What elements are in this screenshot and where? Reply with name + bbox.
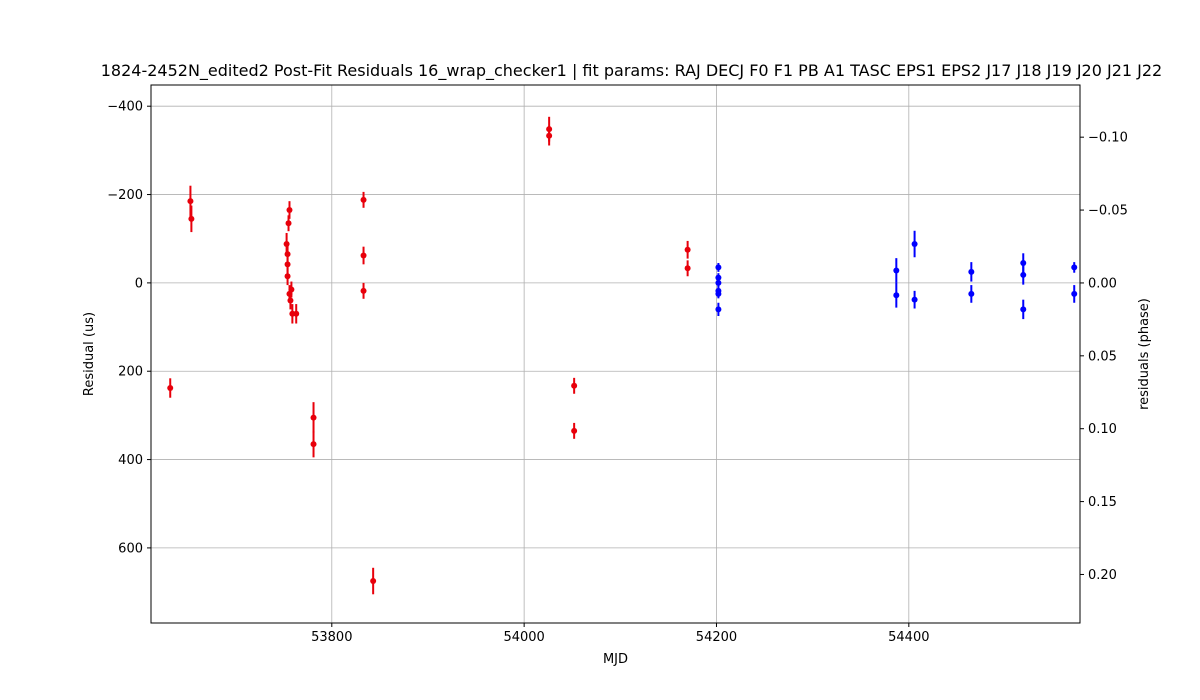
data-point <box>310 441 317 448</box>
y-tick-label: 200 <box>118 365 143 380</box>
series-layer <box>167 116 1078 595</box>
data-point <box>893 292 900 299</box>
data-point <box>893 267 900 274</box>
data-point <box>684 265 691 272</box>
data-point <box>285 220 292 227</box>
data-point <box>715 264 722 271</box>
data-point <box>167 385 174 392</box>
data-point <box>293 310 300 317</box>
data-point <box>287 297 294 304</box>
data-point <box>310 414 317 421</box>
x-tick-label: 53800 <box>311 630 352 645</box>
x-tick-label: 54400 <box>888 630 929 645</box>
data-point <box>715 274 722 281</box>
data-point <box>715 306 722 313</box>
y2-tick-label: 0.05 <box>1088 349 1117 364</box>
axis-ticks: 53800 54000 54200 54400 −400 −200 0 200 400 600 −0… <box>107 100 1128 645</box>
y-axis-label: Residual (us) <box>82 312 97 396</box>
data-point <box>715 279 722 286</box>
data-point <box>187 198 194 205</box>
y-tick-label: −200 <box>107 188 143 203</box>
data-point <box>286 207 293 214</box>
y2-tick-label: −0.05 <box>1088 204 1128 219</box>
data-point <box>370 578 377 585</box>
data-point <box>284 273 291 280</box>
y-tick-label: −400 <box>107 100 143 115</box>
data-point <box>911 296 918 303</box>
data-point <box>968 290 975 297</box>
y-tick-label: 0 <box>135 276 143 291</box>
grid-lines <box>151 85 1080 623</box>
y2-tick-label: −0.10 <box>1088 131 1128 146</box>
y-tick-label: 600 <box>118 541 143 556</box>
y2-tick-label: 0.20 <box>1088 568 1117 583</box>
data-point <box>715 290 722 297</box>
series-0 <box>167 116 691 595</box>
data-point <box>360 196 367 203</box>
chart-title: 1824-2452N_edited2 Post-Fit Residuals 16… <box>101 61 1162 81</box>
y2-tick-label: 0.00 <box>1088 276 1117 291</box>
data-point <box>360 252 367 259</box>
x-tick-label: 54000 <box>503 630 544 645</box>
y-tick-label: 400 <box>118 453 143 468</box>
series-1 <box>715 230 1078 320</box>
y2-tick-label: 0.15 <box>1088 495 1117 510</box>
x-axis-label: MJD <box>603 652 628 667</box>
data-point <box>571 382 578 389</box>
data-point <box>968 268 975 275</box>
data-point <box>546 132 553 139</box>
data-point <box>288 286 295 293</box>
data-point <box>1020 260 1027 267</box>
data-point <box>284 251 291 258</box>
y2-axis-label: residuals (phase) <box>1137 298 1152 410</box>
plot-frame <box>150 84 1081 624</box>
x-tick-label: 54200 <box>696 630 737 645</box>
data-point <box>684 246 691 253</box>
y2-tick-label: 0.10 <box>1088 422 1117 437</box>
data-point <box>911 241 918 248</box>
data-point <box>571 427 578 434</box>
data-point <box>284 261 291 268</box>
data-point <box>188 215 195 222</box>
data-point <box>1071 264 1078 271</box>
data-point <box>1020 271 1027 278</box>
data-point <box>1020 306 1027 313</box>
data-point <box>1071 290 1078 297</box>
data-point <box>360 287 367 294</box>
